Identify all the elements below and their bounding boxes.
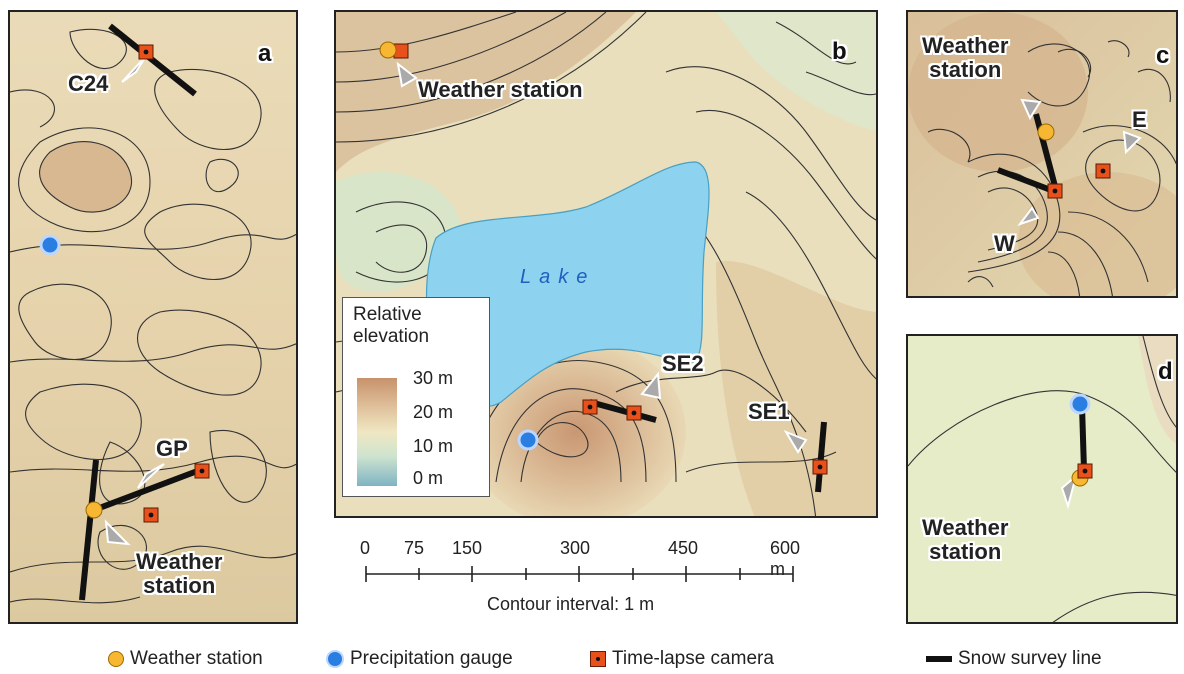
contour-interval-note: Contour interval: 1 m xyxy=(487,594,655,614)
legend-weather-station: Weather station xyxy=(108,648,263,672)
panel-c-label: c xyxy=(1156,42,1170,69)
terrain-contours-c xyxy=(908,12,1176,296)
legend-time-lapse-camera-label: Time-lapse camera xyxy=(612,648,774,669)
elevation-legend: Relative elevation 30 m 20 m 10 m 0 m xyxy=(342,297,490,497)
legend-snow-survey-line-label: Snow survey line xyxy=(958,648,1102,669)
elevation-tick-0: 0 m xyxy=(413,468,444,488)
weather-station-label-a: Weather station xyxy=(136,549,223,598)
legend-precipitation-gauge-label: Precipitation gauge xyxy=(350,648,513,669)
scale-tick-0: 0 xyxy=(360,538,371,558)
terrain-contours-d xyxy=(908,336,1176,622)
camera-icon xyxy=(590,650,606,667)
site-label-se2: SE2 xyxy=(662,351,704,376)
scale-tick-150: 150 xyxy=(452,538,483,558)
site-label-gp: GP xyxy=(156,436,188,461)
panel-d-map: d Weather station xyxy=(906,334,1178,624)
terrain-contours-b xyxy=(336,12,876,516)
legend-weather-station-label: Weather station xyxy=(130,648,263,669)
legend-snow-survey-line: Snow survey line xyxy=(926,648,1102,672)
panel-a-map: a C24 GP Weather station xyxy=(8,10,298,624)
scale-bar: 0 75 150 300 450 600 m Contour interval:… xyxy=(360,538,820,618)
site-label-c24: C24 xyxy=(68,71,109,96)
elevation-tick-30: 30 m xyxy=(413,368,454,388)
legend-precipitation-gauge: Precipitation gauge xyxy=(326,648,513,672)
elevation-legend-title: Relative elevation xyxy=(353,304,430,347)
elevation-tick-10: 10 m xyxy=(413,436,454,456)
elevation-color-ramp xyxy=(357,378,397,486)
panel-d-label: d xyxy=(1158,358,1173,385)
scale-bar-line xyxy=(365,566,794,582)
panel-b-map: b Weather station Lake SE2 SE1 Relative … xyxy=(334,10,878,518)
scale-tick-450: 450 xyxy=(668,538,699,558)
legend-time-lapse-camera: Time-lapse camera xyxy=(590,648,774,672)
site-label-e: E xyxy=(1132,107,1147,132)
survey-line-icon xyxy=(926,655,952,662)
weather-station-label-c: Weather station xyxy=(922,33,1009,82)
panel-c-map: c Weather station E W xyxy=(906,10,1178,298)
weather-station-label-d: Weather station xyxy=(922,515,1009,564)
scale-tick-300: 300 xyxy=(560,538,591,558)
panel-a-label: a xyxy=(258,40,272,67)
site-label-w: W xyxy=(994,231,1015,256)
lake-label: Lake xyxy=(520,266,596,288)
weather-station-icon xyxy=(108,650,124,667)
panel-b-label: b xyxy=(832,38,847,65)
weather-station-label-b: Weather station xyxy=(418,77,583,102)
precipitation-gauge-icon xyxy=(326,649,344,668)
scale-tick-75: 75 xyxy=(404,538,425,558)
elevation-tick-20: 20 m xyxy=(413,402,454,422)
terrain-contours-a xyxy=(10,12,296,622)
site-label-se1: SE1 xyxy=(748,399,790,424)
